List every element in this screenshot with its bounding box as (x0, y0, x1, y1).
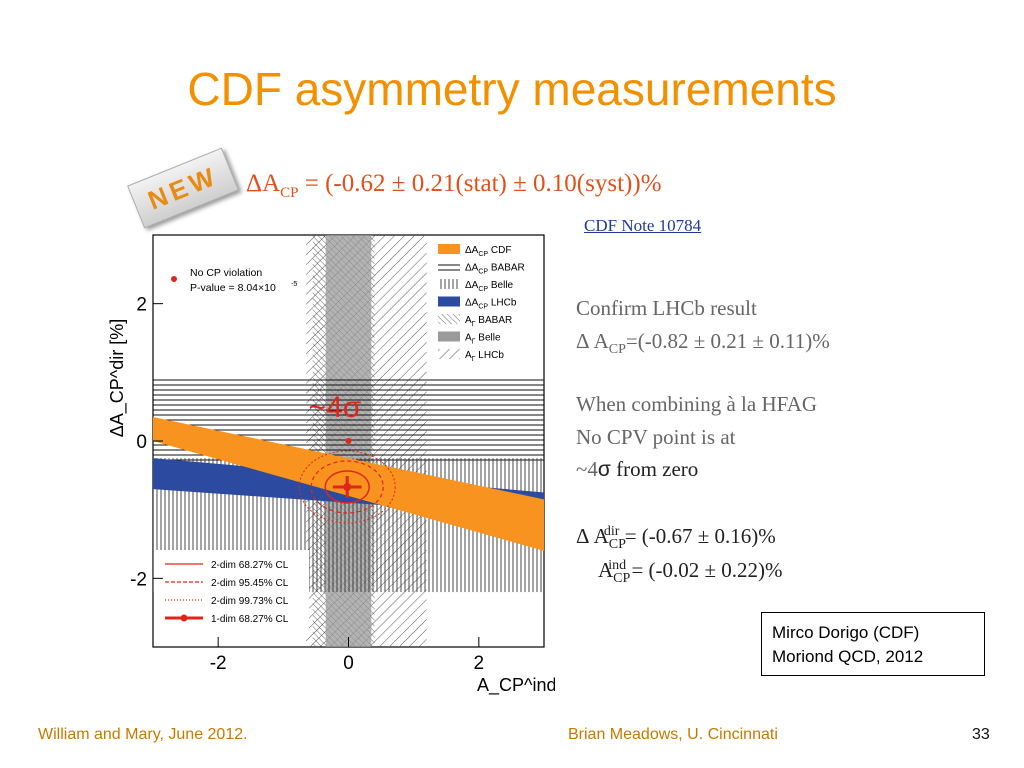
x-axis-label: A_CP^ind [%] (477, 675, 555, 696)
legend-bottom-label-2: 2-dim 99.73% CL (211, 596, 289, 607)
result-direct-post: = (-0.67 ± 0.16)% (619, 524, 776, 548)
sigma-pre: ~4 (576, 457, 598, 481)
footer-center: Brian Meadows, U. Cincinnati (568, 726, 778, 743)
new-badge: NEW (127, 147, 239, 229)
result-indirect-pre: A (598, 558, 614, 582)
legend-point-3 (180, 614, 188, 622)
legend-bottom-label-0: 2-dim 68.27% CL (211, 560, 289, 571)
legend-entry-3: ΔACP LHCb (465, 298, 517, 311)
sigma-post: from zero (610, 457, 699, 481)
legend-swatch-0 (438, 244, 460, 254)
result-direct-sub: CP (608, 537, 626, 553)
credits-author: Mirco Dorigo (CDF) (772, 623, 920, 642)
page-number: 33 (972, 726, 990, 743)
no-cpv-point (345, 438, 352, 444)
result-indirect: ACPind = (-0.02 ± 0.22)% (598, 550, 783, 595)
lhcb-value-sub: CP (608, 342, 626, 358)
legend-entry-0: ΔACP CDF (465, 245, 511, 258)
sigma-annotation: ~4σ (309, 391, 362, 424)
result-indirect-post: = (-0.02 ± 0.22)% (626, 558, 783, 582)
legend-entry-5: AΓ Belle (465, 333, 501, 346)
cdf-note-link[interactable]: CDF Note 10784 (584, 216, 702, 235)
footer-left: William and Mary, June 2012. (38, 726, 248, 743)
side-line-sigma: ~4σ from zero (576, 453, 698, 486)
contour-68 (324, 470, 370, 504)
x-tick-label-2: 2 (474, 653, 485, 674)
legend-bottom-label-3: 1-dim 68.27% CL (211, 614, 289, 625)
y-tick-label-2: -2 (130, 569, 147, 590)
y-tick-label-1: 0 (136, 432, 147, 453)
side-line-lhcb-value: Δ ACP=(-0.82 ± 0.21 ± 0.11)% (576, 325, 830, 366)
legend-swatch-5 (438, 331, 460, 342)
credits-venue: Moriond QCD, 2012 (772, 647, 924, 666)
legend-pvalue-exponent: -5 (291, 281, 297, 288)
legend-pvalue-label: P-value = 8.04×10 (190, 282, 276, 294)
legend-entry-6: AΓ LHCb (465, 350, 504, 363)
lhcb-value-pre: Δ A (576, 329, 609, 353)
headline-lhs-sub: CP (280, 185, 299, 201)
side-line-confirm: Confirm LHCb result (576, 296, 757, 320)
legend-entry-4: AΓ BABAR (465, 315, 512, 328)
x-tick-label-1: 0 (343, 653, 354, 674)
headline-lhs: ΔA (246, 170, 281, 197)
legend-no-cpv-label: No CP violation (190, 267, 262, 279)
y-tick-label-0: 2 (136, 295, 147, 316)
slide-title: CDF asymmetry measurements (187, 63, 837, 115)
best-fit-point (343, 483, 352, 492)
contour-99 (298, 450, 396, 524)
result-indirect-sub: CP (613, 571, 631, 587)
legend-swatch-2 (438, 279, 460, 289)
legend-swatch-4 (438, 314, 460, 324)
side-line-combining: When combining à la HFAG (576, 392, 818, 416)
x-tick-label-0: -2 (210, 653, 227, 674)
sigma-symbol: σ (597, 458, 611, 481)
result-direct-pre: Δ A (576, 524, 609, 548)
asymmetry-plot: ~4σ No CP violation P-value = 8.04×10 -5 ΔAC… (107, 234, 555, 696)
legend-bottom-label-1: 2-dim 95.45% CL (211, 578, 289, 589)
result-direct-sup: dir (603, 524, 620, 539)
result-direct: Δ ACPdir = (-0.67 ± 0.16)% (576, 516, 776, 561)
legend-entry-1: ΔACP BABAR (465, 263, 525, 276)
contour-95 (310, 460, 384, 514)
legend-swatch-1 (438, 261, 460, 272)
legend-entry-2: ΔACP Belle (465, 280, 514, 293)
lhcb-value-post: =(-0.82 ± 0.21 ± 0.11)% (625, 329, 830, 353)
legend-swatch-6 (438, 349, 460, 359)
side-line-no-cpv: No CPV point is at (576, 425, 736, 449)
headline-formula: ΔACP = (-0.62 ± 0.21(stat) ± 0.10(syst))… (246, 170, 662, 202)
credits-box: Mirco Dorigo (CDF) Moriond QCD, 2012 (761, 612, 985, 676)
y-axis-label: ΔA_CP^dir [%] (107, 319, 128, 438)
legend-bottom-bg (155, 550, 309, 638)
legend-no-cpv-marker (171, 276, 177, 282)
headline-rhs: = (-0.62 ± 0.21(stat) ± 0.10(syst))% (298, 170, 662, 197)
legend-swatch-3 (438, 296, 460, 307)
result-indirect-sup: ind (608, 558, 627, 573)
